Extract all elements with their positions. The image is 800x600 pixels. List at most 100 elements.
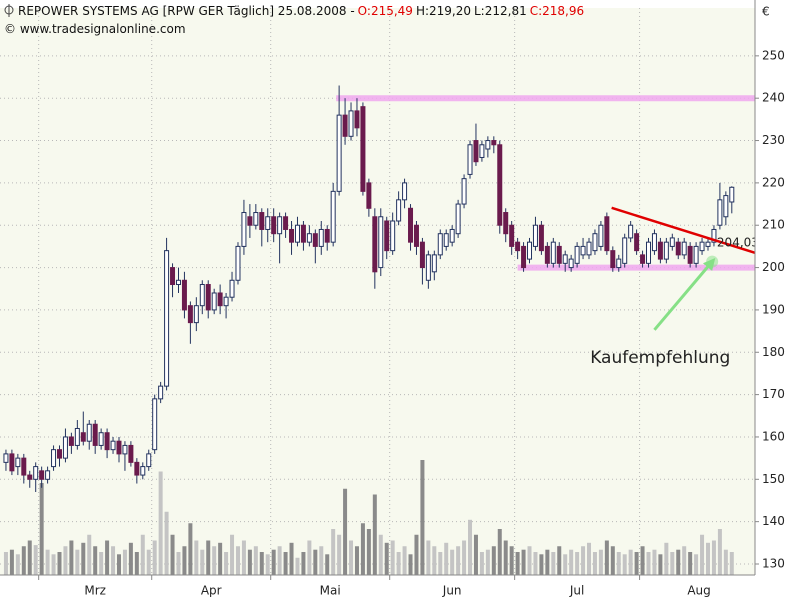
volume <box>3 460 734 575</box>
volume-bar <box>396 552 401 575</box>
candle-body <box>431 254 437 273</box>
volume-bar <box>366 529 371 575</box>
volume-bar <box>402 546 407 575</box>
volume-bar <box>557 546 562 575</box>
volume-bar <box>57 552 62 575</box>
volume-bar <box>592 552 597 575</box>
volume-bar <box>176 552 181 575</box>
candle-body <box>181 279 187 311</box>
volume-bar <box>9 549 14 575</box>
volume-bar <box>283 552 288 575</box>
candle-body <box>283 216 289 230</box>
trend-label: 204,03 <box>717 236 759 250</box>
candle-body <box>348 110 354 137</box>
volume-bar <box>503 540 508 575</box>
y-tick-label: 210 <box>762 218 785 232</box>
candle-body <box>193 305 199 324</box>
candle-body <box>521 245 527 269</box>
volume-bar <box>33 545 38 575</box>
volume-bar <box>235 546 240 575</box>
candle-body <box>289 228 295 243</box>
volume-bar <box>485 549 490 575</box>
candle-body <box>146 453 152 468</box>
annotations-top: 204,03 Kaufempfehlung <box>590 206 759 368</box>
volume-bar <box>551 552 556 575</box>
volume-bar <box>521 549 526 575</box>
candle-body <box>324 228 330 243</box>
candle-body <box>628 224 634 239</box>
volume-bar <box>587 542 592 575</box>
candle-body <box>229 279 235 298</box>
candle-body <box>693 245 699 264</box>
volume-bar <box>676 549 681 575</box>
candle-body <box>598 224 604 247</box>
volume-bar <box>206 540 211 575</box>
volume-bar <box>27 540 32 575</box>
x-tick-label: Mai <box>320 584 341 598</box>
volume-bar <box>694 554 699 575</box>
volume-bar <box>581 546 586 575</box>
candle-body <box>211 292 217 311</box>
candle-body <box>527 241 533 260</box>
volume-bar <box>212 546 217 575</box>
candle-body <box>247 216 253 226</box>
candle-body <box>437 233 443 256</box>
header-line: REPOWER SYSTEMS AG [RPW GER Täglich] 25.… <box>4 2 587 20</box>
candle-body <box>342 114 348 137</box>
candle-body <box>497 144 503 226</box>
volume-bar <box>354 546 359 575</box>
candle-body <box>45 470 51 480</box>
volume-bar <box>259 552 264 575</box>
candle-body <box>15 457 21 468</box>
volume-bar <box>450 549 455 575</box>
candle-body <box>21 457 27 476</box>
volume-bar <box>230 534 235 575</box>
volume-bar <box>688 552 693 575</box>
candle-body <box>562 254 568 264</box>
candle-body <box>675 241 681 256</box>
volume-bar <box>438 552 443 575</box>
candle-body <box>425 254 431 281</box>
candle-body <box>568 258 574 269</box>
volume-bar <box>307 540 312 575</box>
candle-body <box>419 241 425 269</box>
candle-body <box>550 241 556 264</box>
candle-body <box>110 440 116 451</box>
candle-body <box>134 461 140 476</box>
volume-bar <box>473 534 478 575</box>
candle-body <box>449 228 455 243</box>
candle-body <box>663 241 669 260</box>
candle-body <box>170 267 176 286</box>
candle-body <box>699 241 705 252</box>
volume-bar <box>491 546 496 575</box>
volume-bar <box>652 549 657 575</box>
candle-body <box>622 237 628 264</box>
candle-body <box>616 258 622 269</box>
volume-bar <box>140 534 145 575</box>
annotation: Kaufempfehlung <box>590 348 730 368</box>
candle-body <box>92 423 98 446</box>
candle-body <box>128 444 134 463</box>
volume-bar <box>45 549 50 575</box>
arrow <box>653 257 716 331</box>
candle-body <box>152 398 158 451</box>
candle-body <box>39 470 45 480</box>
volume-bar <box>69 540 74 575</box>
volume-bar <box>729 552 734 575</box>
volume-bar <box>111 546 116 575</box>
volume-bar <box>527 546 532 575</box>
candle-body <box>717 199 723 226</box>
candle-body <box>610 250 616 269</box>
volume-bar <box>313 549 318 575</box>
candle-body <box>687 245 693 264</box>
candle-body <box>265 216 271 230</box>
y-tick-label: 180 <box>762 345 785 359</box>
candle-body <box>271 216 277 235</box>
candle-body <box>515 241 521 252</box>
volume-bar <box>705 542 710 575</box>
candle-body <box>574 245 580 264</box>
y-tick-label: 250 <box>762 48 785 62</box>
candles <box>3 85 735 493</box>
candle-body <box>705 241 711 247</box>
